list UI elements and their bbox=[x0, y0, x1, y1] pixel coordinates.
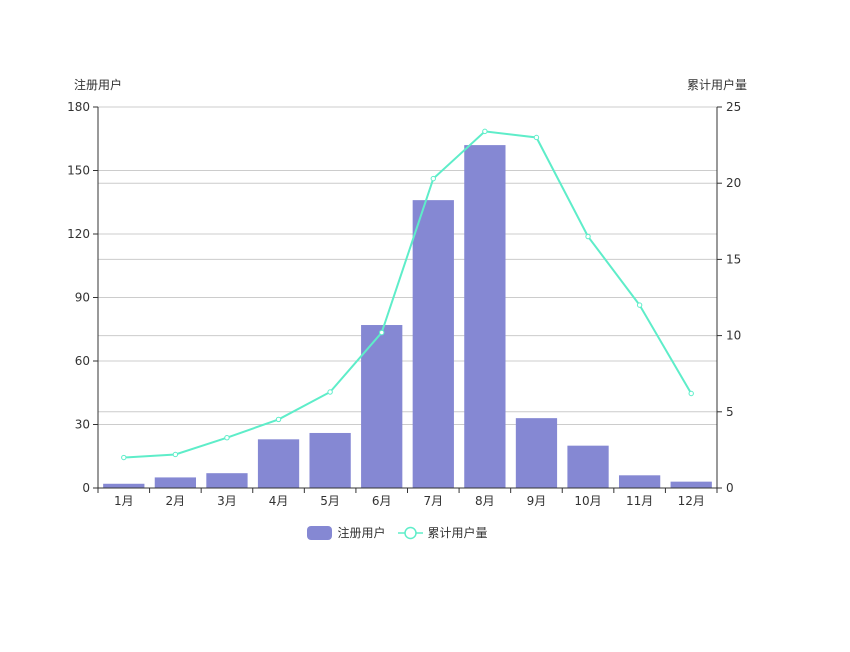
y-left-tick-label: 30 bbox=[75, 418, 90, 432]
legend-label-registered-users: 注册用户 bbox=[337, 526, 386, 540]
y-right-tick-label: 25 bbox=[726, 100, 741, 114]
bar[interactable] bbox=[309, 432, 351, 488]
grid-layer bbox=[98, 106, 717, 425]
line-point[interactable] bbox=[688, 390, 694, 397]
y-left-tick-label: 0 bbox=[82, 481, 90, 495]
x-tick-label: 1月 bbox=[114, 494, 134, 508]
bar[interactable] bbox=[618, 475, 661, 488]
x-tick-label: 10月 bbox=[574, 494, 601, 508]
y-right-tick-label: 15 bbox=[726, 252, 741, 266]
line-point[interactable] bbox=[430, 175, 436, 182]
bar[interactable] bbox=[103, 483, 145, 488]
line-point[interactable] bbox=[482, 128, 488, 135]
line-point[interactable] bbox=[585, 233, 591, 240]
bar[interactable] bbox=[154, 477, 197, 488]
y-left-tick-label: 120 bbox=[67, 227, 90, 241]
bar[interactable] bbox=[567, 445, 609, 488]
x-tick-label: 3月 bbox=[217, 494, 237, 508]
x-tick-label: 8月 bbox=[475, 494, 495, 508]
x-tick-label: 11月 bbox=[626, 494, 653, 508]
y-right-tick-label: 20 bbox=[726, 176, 741, 190]
line-point[interactable] bbox=[275, 416, 282, 423]
line-point[interactable] bbox=[327, 389, 333, 395]
y-right-tick-label: 10 bbox=[726, 329, 741, 343]
y-axis-right-title: 累计用户量 bbox=[687, 77, 747, 92]
y-right-tick-label: 0 bbox=[726, 481, 734, 495]
line-layer bbox=[121, 128, 694, 461]
legend-item-registered-users[interactable]: 注册用户 bbox=[307, 524, 386, 541]
y-right-tick-label: 5 bbox=[726, 405, 734, 419]
y-axis-left-title: 注册用户 bbox=[74, 77, 122, 92]
legend-item-cumulative-users[interactable]: 累计用户量 bbox=[397, 524, 488, 541]
line-point[interactable] bbox=[224, 435, 230, 441]
line-point[interactable] bbox=[533, 134, 540, 141]
legend: 注册用户 累计用户量 bbox=[0, 524, 795, 541]
x-tick-label: 5月 bbox=[320, 494, 340, 508]
x-tick-label: 4月 bbox=[269, 494, 289, 508]
axis-layer: 0 30 60 90 120 150 180 0 5 10 15 20 25 1月 2月 3月 4月 5月 6月 7月… bbox=[67, 100, 741, 508]
x-tick-label: 2月 bbox=[166, 494, 186, 508]
x-tick-label: 7月 bbox=[423, 494, 443, 508]
bar[interactable] bbox=[464, 145, 506, 488]
legend-label-cumulative-users: 累计用户量 bbox=[427, 526, 488, 540]
y-left-tick-label: 60 bbox=[75, 354, 90, 368]
line-series bbox=[123, 130, 693, 459]
line-point[interactable] bbox=[121, 454, 127, 461]
x-tick-label: 12月 bbox=[678, 494, 705, 508]
y-left-tick-label: 180 bbox=[67, 100, 90, 114]
bar[interactable] bbox=[206, 473, 248, 488]
legend-line-swatch bbox=[397, 526, 423, 539]
x-tick-label: 9月 bbox=[527, 494, 547, 508]
bar[interactable] bbox=[412, 200, 454, 488]
bar[interactable] bbox=[257, 439, 300, 488]
bar-layer bbox=[103, 145, 712, 488]
line-point[interactable] bbox=[636, 302, 643, 308]
bar[interactable] bbox=[515, 418, 558, 488]
legend-bar-swatch bbox=[307, 525, 333, 540]
x-tick-label: 6月 bbox=[372, 494, 392, 508]
bar[interactable] bbox=[670, 481, 712, 488]
y-left-tick-label: 90 bbox=[75, 291, 90, 305]
bar[interactable] bbox=[361, 325, 403, 488]
y-left-tick-label: 150 bbox=[67, 164, 90, 178]
line-point[interactable] bbox=[379, 329, 385, 336]
line-point[interactable] bbox=[172, 451, 179, 458]
